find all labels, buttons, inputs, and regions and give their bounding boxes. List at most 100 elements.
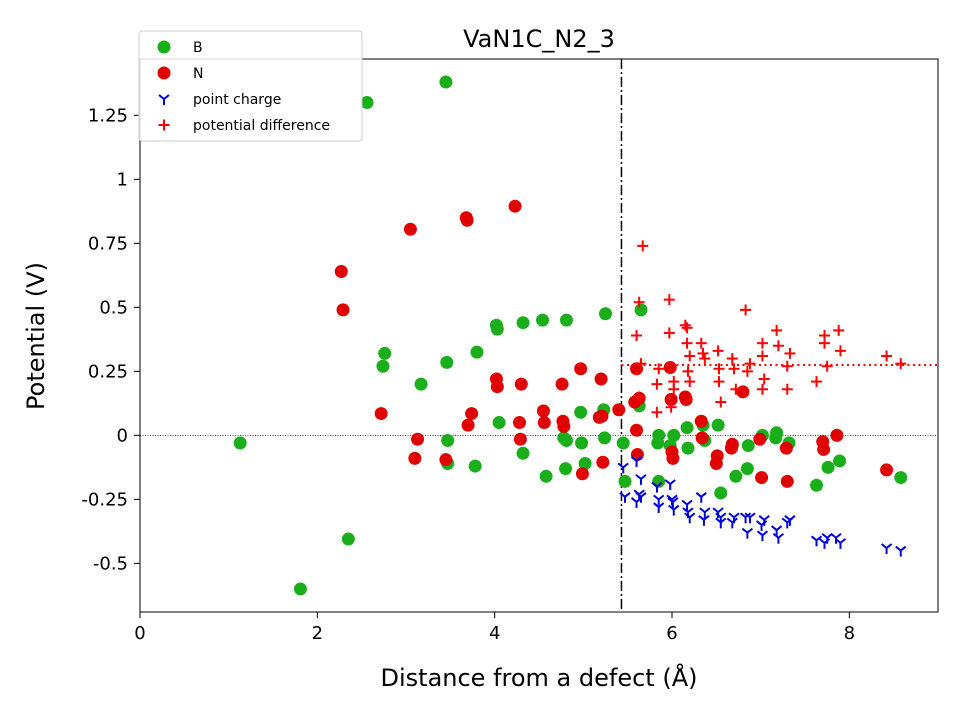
point-point-charge-39: [834, 538, 847, 549]
point-potential-difference-14: [681, 322, 693, 334]
point-point-charge-0-right: [622, 462, 629, 469]
point-b-9: [441, 433, 455, 447]
point-n-9: [461, 418, 475, 432]
point-n-40: [694, 414, 708, 428]
point-n-14: [512, 416, 526, 430]
point-potential-difference-16: [684, 350, 696, 362]
point-potential-difference-11: [668, 383, 680, 395]
point-point-charge-40-left: [880, 543, 888, 549]
point-potential-difference-20: [697, 347, 709, 359]
point-potential-difference-21: [699, 353, 711, 365]
point-b-46: [729, 469, 743, 483]
point-point-charge-17-right: [700, 492, 707, 498]
point-potential-difference-15: [681, 337, 693, 349]
x-tick-label-4: 8: [844, 623, 855, 644]
legend-marker-point-charge-left: [158, 94, 165, 100]
point-point-charge-20-left: [712, 507, 719, 513]
point-point-charge-11-left: [666, 494, 673, 501]
point-point-charge-20-right: [717, 507, 724, 513]
point-b-29: [599, 307, 612, 321]
point-potential-difference-26: [726, 353, 738, 365]
point-point-charge-31-right: [776, 525, 783, 531]
point-b-43: [711, 418, 725, 432]
point-n-50: [780, 474, 794, 488]
point-b-39: [680, 421, 694, 435]
point-point-charge-10: [664, 479, 676, 490]
point-b-28: [598, 431, 612, 445]
y-tick-label-3: 0.25: [88, 361, 128, 382]
point-n-6: [439, 453, 453, 467]
series-point-charge: [617, 456, 907, 557]
point-potential-difference-7: [651, 406, 663, 418]
point-n-12: [490, 380, 504, 394]
point-b-2: [341, 532, 355, 546]
point-b-30: [616, 436, 630, 450]
point-point-charge-5-left: [635, 474, 642, 480]
legend-label-potential-difference: potential difference: [193, 118, 330, 134]
point-potential-difference-33: [756, 337, 768, 349]
point-point-charge-26-right: [746, 527, 753, 534]
point-point-charge-16-left: [684, 512, 691, 519]
point-n-1: [336, 303, 350, 317]
point-n-27: [596, 455, 610, 469]
point-point-charge-18-left: [698, 515, 705, 521]
point-point-charge-25-left: [739, 512, 747, 519]
y-tick-label-1: -0.25: [81, 489, 128, 510]
point-point-charge-37-left: [821, 532, 828, 539]
point-potential-difference-32: [756, 350, 768, 362]
point-point-charge-3-left: [630, 497, 638, 503]
point-point-charge-39-left: [834, 538, 842, 544]
point-potential-difference-39: [784, 347, 796, 359]
point-n-53: [830, 428, 844, 442]
point-point-charge-5-right: [640, 474, 647, 480]
point-potential-difference-1: [633, 296, 645, 308]
x-axis-label: Distance from a defect (Å): [381, 663, 698, 692]
point-point-charge-14-left: [681, 499, 688, 506]
point-point-charge-1-right: [624, 492, 631, 498]
legend-label-b: B: [193, 40, 203, 56]
point-potential-difference-5: [651, 378, 663, 390]
y-tick-label-4: 0.5: [99, 297, 128, 318]
point-point-charge-27: [744, 512, 756, 524]
point-b-48: [741, 439, 755, 453]
legend-box: [138, 30, 363, 142]
point-point-charge-19-right: [704, 507, 711, 513]
point-potential-difference-31: [741, 365, 753, 377]
point-potential-difference-17: [682, 365, 694, 377]
point-n-25: [594, 372, 608, 386]
point-b-11: [468, 459, 482, 473]
legend-label-n: N: [193, 66, 203, 82]
point-potential-difference-28: [730, 383, 742, 395]
point-b-38: [667, 428, 681, 442]
point-point-charge-6-left: [635, 492, 642, 498]
point-potential-difference-9: [663, 327, 675, 339]
point-point-charge-19: [699, 507, 711, 519]
point-n-19: [555, 377, 569, 391]
point-point-charge-15-left: [682, 507, 689, 513]
y-tick-label-5: 0.75: [88, 233, 128, 254]
point-point-charge-12-right: [672, 497, 679, 503]
x-tick-label-0: 0: [134, 623, 145, 644]
point-n-35: [664, 393, 678, 407]
point-point-charge-41-left: [895, 545, 902, 552]
point-potential-difference-18: [684, 376, 696, 388]
point-point-charge-16-right: [689, 512, 696, 519]
point-point-charge-13-left: [668, 504, 675, 511]
point-point-charge-40-right: [885, 543, 893, 549]
point-n-46: [736, 385, 750, 399]
point-potential-difference-35: [756, 383, 768, 395]
point-point-charge-35: [810, 535, 823, 547]
point-point-charge-18-right: [703, 515, 710, 521]
point-point-charge-8-left: [653, 502, 660, 508]
point-b-19: [539, 469, 553, 483]
point-n-16: [514, 377, 528, 391]
point-n-26: [595, 409, 609, 423]
point-point-charge-11-right: [671, 494, 678, 501]
point-n-2: [374, 407, 388, 421]
point-point-charge-39-right: [839, 538, 847, 544]
point-point-charge-9: [653, 494, 665, 506]
point-b-7: [439, 75, 453, 89]
plot-background: [140, 59, 938, 612]
point-point-charge-6: [635, 492, 647, 503]
